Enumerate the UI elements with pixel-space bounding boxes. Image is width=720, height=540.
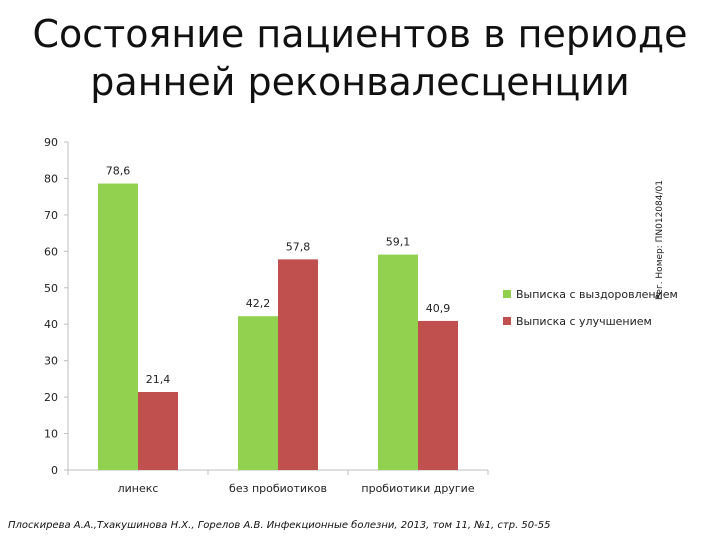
- y-tick-label: 50: [44, 282, 58, 295]
- x-category-label: без пробиотиков: [229, 482, 327, 495]
- legend-label: Выписка с улучшением: [516, 315, 652, 328]
- data-label: 42,2: [246, 297, 271, 310]
- data-label: 40,9: [426, 302, 451, 315]
- data-label: 78,6: [106, 165, 131, 178]
- data-label: 59,1: [386, 236, 411, 249]
- data-label: 21,4: [146, 373, 171, 386]
- x-category-label: пробиотики другие: [361, 482, 474, 495]
- legend-swatch: [503, 290, 511, 298]
- slide-title: Состояние пациентов в периоде ранней рек…: [32, 12, 688, 104]
- y-tick-label: 30: [44, 355, 58, 368]
- y-tick-label: 40: [44, 318, 58, 331]
- bar: [378, 254, 418, 470]
- y-tick-label: 0: [51, 464, 58, 477]
- bars: 78,6 21,4 42,2 57,8 59,1 40,9: [98, 165, 458, 470]
- y-axis: 0 10 20 30 40 50 60 70 80 90: [44, 136, 69, 477]
- legend-label: Выписка с выздоровлением: [516, 288, 678, 301]
- legend-swatch: [503, 317, 511, 325]
- y-tick-label: 10: [44, 428, 58, 441]
- x-category-label: линекс: [118, 482, 159, 495]
- bar: [278, 259, 318, 470]
- x-axis: линекс без пробиотиков пробиотики другие: [67, 469, 489, 495]
- data-label: 57,8: [286, 240, 311, 253]
- citation: Плоскирева А.А.,Тхакушинова Н.Х., Горело…: [8, 520, 551, 531]
- y-tick-label: 60: [44, 245, 58, 258]
- legend: Выписка с выздоровлением Выписка с улучше…: [503, 288, 678, 328]
- bar: [138, 392, 178, 470]
- y-tick-label: 70: [44, 209, 58, 222]
- registration-number: Рег. Номер: ПN012084/01: [655, 180, 665, 300]
- y-tick-label: 90: [44, 136, 58, 149]
- bar: [418, 320, 458, 470]
- bar: [98, 183, 138, 470]
- y-tick-label: 80: [44, 172, 58, 185]
- y-tick-label: 20: [44, 391, 58, 404]
- bar: [238, 316, 278, 470]
